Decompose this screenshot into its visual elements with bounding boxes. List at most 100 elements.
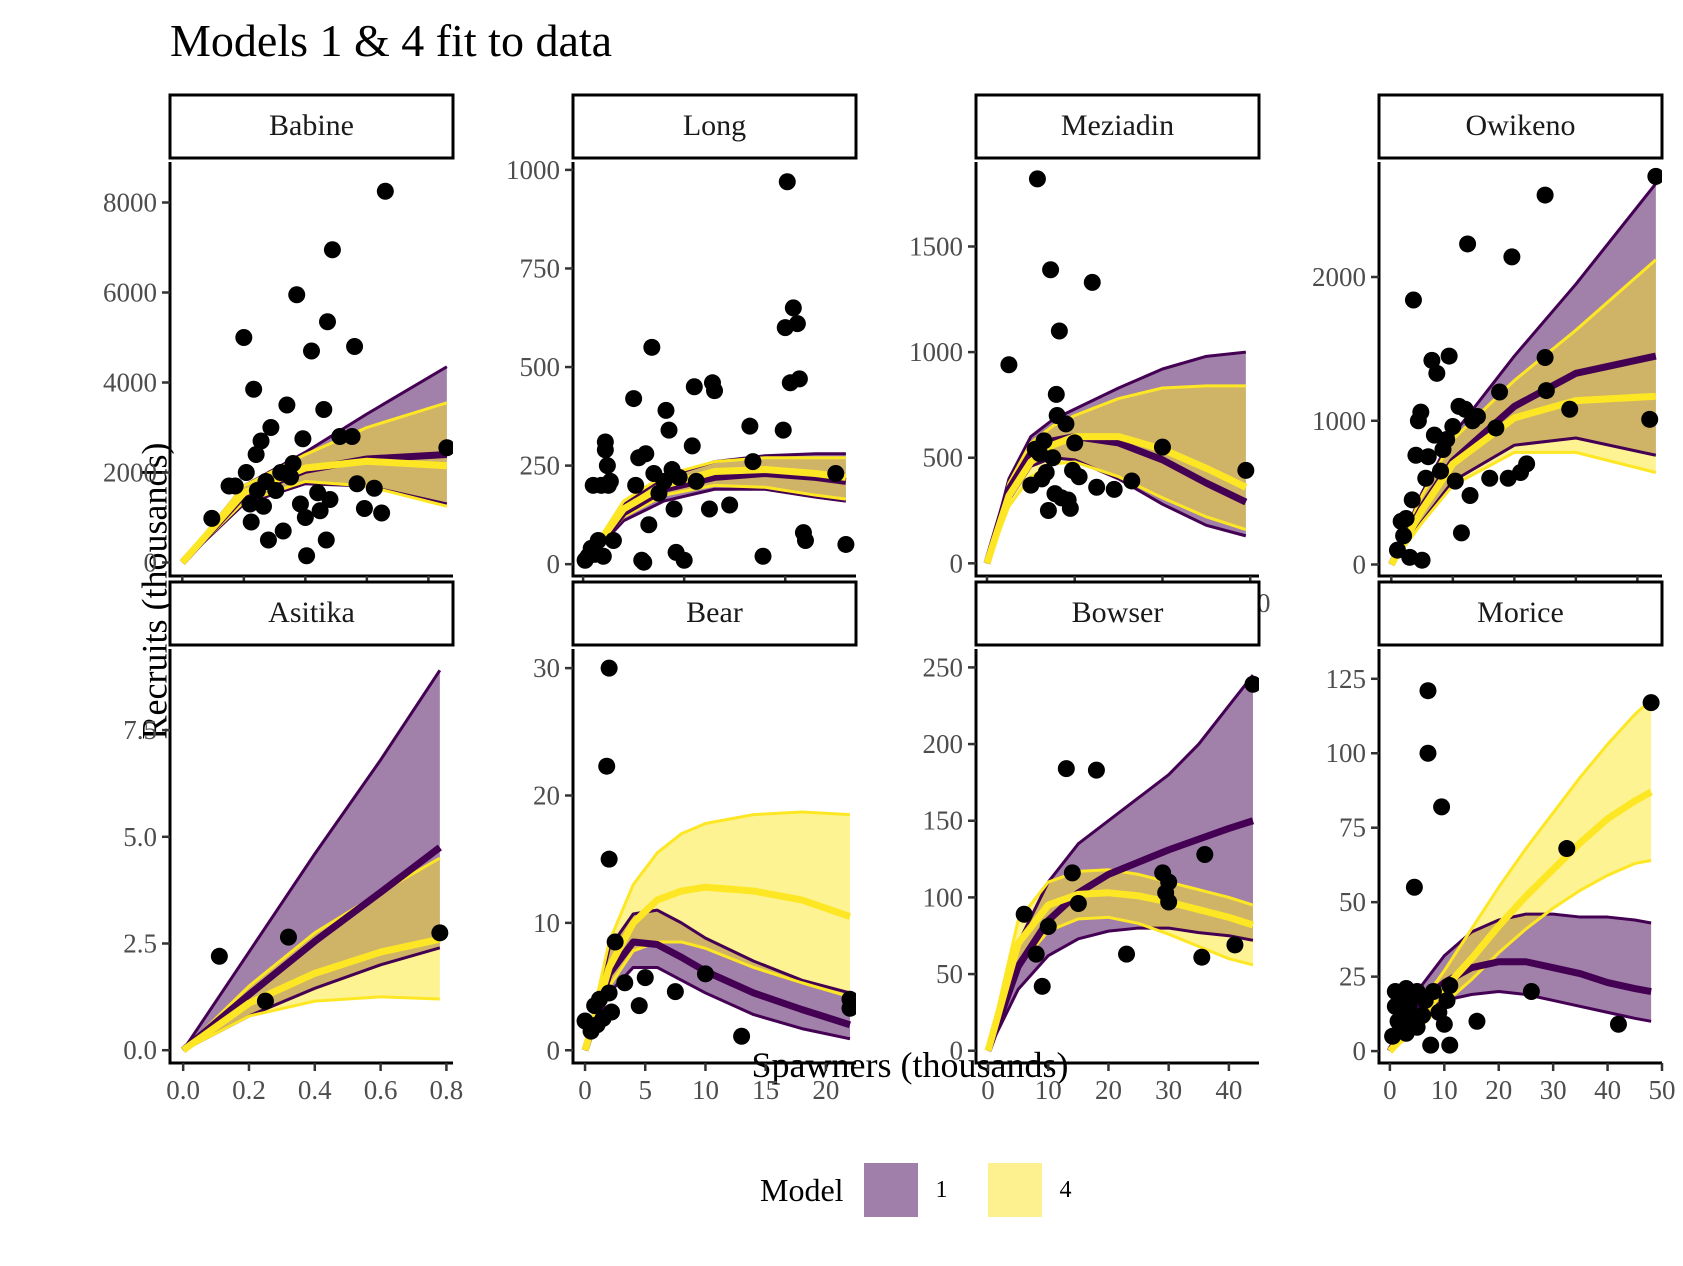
y-tick-label-owikeno: 1000 <box>1312 406 1366 436</box>
data-point-babine <box>282 468 300 486</box>
legend-label-model-1: 1 <box>935 1176 948 1203</box>
y-tick-label-bear: 0 <box>547 1035 561 1065</box>
data-point-long <box>687 472 705 490</box>
strip-owikeno <box>1377 93 1664 160</box>
y-tick-label-bowser: 100 <box>923 882 964 912</box>
data-point-long <box>837 535 855 553</box>
data-point-owikeno <box>1452 524 1470 542</box>
data-point-bowser <box>1057 760 1075 778</box>
data-point-babine <box>255 497 273 515</box>
data-point-bowser <box>1087 761 1105 779</box>
upper-bound-model-4-bowser <box>986 868 1254 1052</box>
data-point-owikeno <box>1407 446 1425 464</box>
data-point-owikeno <box>1461 487 1479 504</box>
data-point-long <box>598 457 616 475</box>
upper-bound-model-1-asitika <box>181 669 442 1052</box>
data-point-owikeno <box>1518 455 1536 473</box>
plot-area-bowser <box>984 674 1259 1052</box>
data-point-owikeno <box>1419 448 1437 466</box>
y-tick-label-babine: 6000 <box>103 278 157 308</box>
x-tick-label-morice: 50 <box>1649 1075 1676 1105</box>
data-point-long <box>604 532 622 550</box>
data-point-babine <box>247 446 265 463</box>
y-tick-label-bowser: 0 <box>950 1036 964 1066</box>
x-tick-label-morice: 0 <box>1383 1075 1397 1105</box>
x-tick-label-bowser: 30 <box>1155 1075 1182 1105</box>
panel-babine: Babine020004000600080000500100015002000 <box>103 93 455 618</box>
data-point-bowser <box>1069 895 1087 913</box>
data-point-babine <box>296 509 314 526</box>
data-point-bowser <box>1118 945 1136 963</box>
lower-bound-model-4-bear <box>583 940 851 1051</box>
upper-bound-model-1-meziadin <box>985 350 1246 564</box>
data-point-babine <box>226 477 244 495</box>
y-tick-label-meziadin: 1500 <box>909 231 963 261</box>
x-tick-label-asitika: 0.6 <box>364 1075 398 1105</box>
data-point-bowser <box>1015 905 1033 923</box>
data-point-long <box>784 299 802 317</box>
data-point-meziadin <box>1037 464 1055 481</box>
data-point-meziadin <box>1000 356 1018 374</box>
data-point-owikeno <box>1641 410 1659 428</box>
data-point-morice <box>1435 1015 1453 1033</box>
data-point-babine <box>323 241 341 259</box>
data-point-morice <box>1438 991 1456 1009</box>
strip-bear <box>571 580 858 647</box>
data-point-owikeno <box>1491 383 1509 401</box>
data-point-morice <box>1419 682 1437 700</box>
lower-bound-model-4-asitika <box>182 995 440 1052</box>
median-line-model-4-owikeno <box>1388 392 1657 567</box>
data-point-owikeno <box>1440 347 1458 365</box>
plot-area-long <box>576 173 855 571</box>
data-point-morice <box>1424 983 1442 1001</box>
data-point-owikeno <box>1536 186 1554 204</box>
data-point-long <box>625 390 643 408</box>
data-point-long <box>643 338 661 356</box>
data-point-owikeno <box>1444 418 1462 435</box>
upper-bound-model-1-morice <box>1388 912 1652 1052</box>
data-point-long <box>685 378 703 396</box>
data-point-babine <box>346 338 364 355</box>
data-point-meziadin <box>1123 472 1141 490</box>
data-point-babine <box>203 509 221 527</box>
data-point-morice <box>1558 840 1576 858</box>
data-point-meziadin <box>1070 468 1088 486</box>
lower-bound-model-4-owikeno <box>1390 450 1657 566</box>
data-point-morice <box>1419 744 1437 762</box>
x-tick-label-bowser: 10 <box>1035 1075 1062 1105</box>
ribbon-model-1-morice <box>1389 914 1652 1052</box>
data-point-long <box>657 401 675 419</box>
strip-long <box>571 93 858 160</box>
data-point-morice <box>1422 1036 1440 1054</box>
data-point-bear <box>598 757 616 775</box>
data-point-babine <box>235 329 253 346</box>
data-point-asitika <box>210 947 228 965</box>
data-point-babine <box>321 491 339 508</box>
data-point-owikeno <box>1403 491 1421 509</box>
panel-meziadin: Meziadin0500100015000200400600 <box>909 93 1270 618</box>
data-point-bear <box>666 983 684 1001</box>
data-point-long <box>778 173 796 191</box>
data-point-owikeno <box>1561 400 1579 418</box>
y-tick-label-long: 1000 <box>506 155 560 185</box>
data-point-owikeno <box>1412 403 1430 421</box>
x-tick-label-asitika: 0.0 <box>166 1075 200 1105</box>
lower-bound-model-4-meziadin <box>985 460 1247 564</box>
data-point-long <box>796 532 814 550</box>
data-point-meziadin <box>1061 499 1079 517</box>
data-point-long <box>790 370 808 388</box>
data-point-owikeno <box>1459 235 1477 253</box>
lower-bound-model-1-bowser <box>986 926 1254 1052</box>
strip-asitika <box>168 580 455 647</box>
data-point-bear <box>600 659 618 677</box>
upper-bound-model-4-bear <box>583 810 851 1051</box>
data-point-owikeno <box>1503 248 1521 266</box>
data-point-owikeno <box>1428 364 1446 382</box>
data-point-long <box>594 547 612 565</box>
data-point-babine <box>438 439 453 457</box>
x-tick-label-asitika: 0.4 <box>298 1075 332 1105</box>
x-tick-label-morice: 10 <box>1431 1075 1458 1105</box>
x-tick-label-bowser: 40 <box>1215 1075 1242 1105</box>
data-point-meziadin <box>1083 273 1101 291</box>
data-point-babine <box>267 482 285 499</box>
